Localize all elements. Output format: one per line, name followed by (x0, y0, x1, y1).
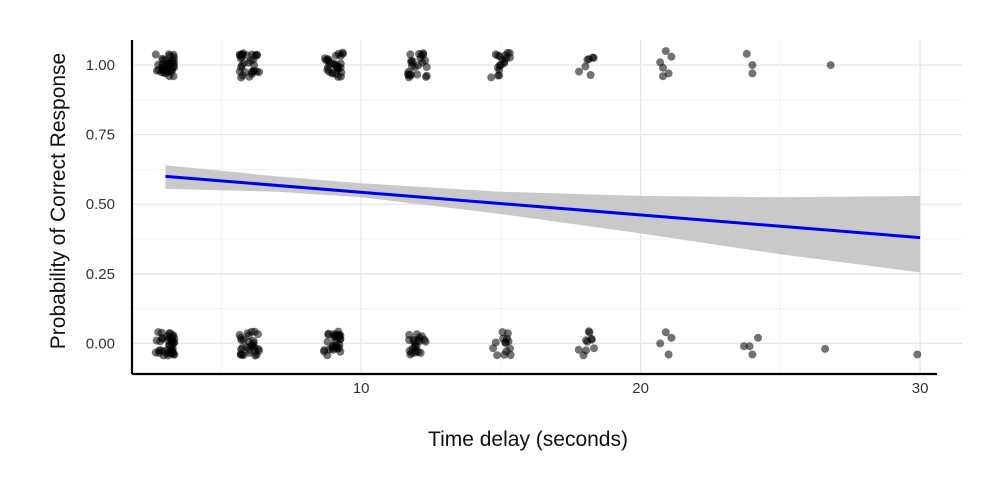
data-point (250, 327, 259, 336)
data-point (161, 56, 170, 65)
data-point (491, 338, 500, 347)
data-point (413, 70, 422, 79)
axes (130, 40, 937, 376)
data-point (493, 51, 502, 60)
data-point (249, 55, 258, 64)
data-point (245, 72, 254, 81)
data-point (405, 330, 414, 339)
data-point (583, 55, 592, 64)
data-point (661, 47, 670, 56)
data-point (406, 71, 415, 80)
data-point (661, 328, 670, 337)
y-axis-title: Probability of Correct Response (47, 53, 70, 349)
y-tick-label: 0.75 (86, 127, 115, 144)
tick-labels: 0.00 0.25 0.50 0.75 1.00 10 20 30 (86, 57, 929, 397)
data-point (826, 61, 835, 70)
data-point (243, 329, 252, 338)
data-point (913, 350, 922, 359)
data-point (821, 344, 830, 353)
data-point (235, 331, 244, 339)
data-point (498, 328, 507, 337)
data-point (590, 344, 598, 353)
data-point (156, 337, 165, 346)
data-point (419, 49, 428, 58)
points-layer (151, 47, 922, 360)
data-point (156, 346, 165, 355)
data-point (158, 63, 167, 72)
data-point (242, 343, 251, 352)
data-point (574, 345, 583, 354)
data-point (495, 61, 504, 70)
data-point (499, 334, 508, 343)
y-tick-label: 0.00 (86, 335, 115, 352)
data-point (659, 63, 667, 72)
data-point (667, 52, 676, 61)
confidence-band (165, 165, 921, 273)
data-point (579, 351, 588, 360)
data-point (742, 49, 751, 58)
data-point (586, 71, 595, 79)
data-point (505, 49, 514, 58)
data-point (238, 350, 246, 359)
data-point (255, 346, 263, 355)
data-point (416, 348, 425, 357)
data-point (581, 62, 590, 71)
data-point (493, 351, 502, 360)
data-point (332, 62, 341, 71)
confidence-band-layer (165, 165, 921, 273)
data-point (408, 57, 417, 66)
y-tick-label: 0.25 (86, 266, 115, 283)
data-point (166, 329, 174, 338)
data-point (170, 350, 179, 359)
data-point (500, 350, 509, 359)
data-point (154, 328, 163, 337)
data-point (575, 67, 583, 76)
data-point (151, 50, 160, 59)
data-point (334, 72, 343, 81)
data-point (748, 61, 757, 70)
x-axis-title: Time delay (seconds) (428, 428, 628, 451)
data-point (414, 61, 423, 70)
data-point (585, 328, 594, 337)
x-tick-label: 30 (912, 380, 929, 397)
data-point (656, 339, 665, 348)
data-point (336, 347, 345, 356)
data-point (745, 342, 754, 351)
data-point (422, 63, 431, 71)
data-point (320, 54, 329, 63)
data-point (237, 50, 246, 59)
data-point (405, 346, 414, 355)
data-point (748, 69, 757, 78)
data-point (494, 71, 503, 80)
data-point (422, 71, 431, 80)
data-point (334, 49, 343, 58)
data-point (325, 345, 334, 354)
data-point (664, 350, 673, 359)
data-point (415, 333, 424, 342)
data-point (740, 342, 748, 351)
data-point (659, 72, 667, 81)
data-point (167, 341, 176, 350)
y-tick-label: 0.50 (86, 196, 115, 213)
data-point (252, 67, 261, 76)
data-point (487, 73, 496, 82)
x-tick-label: 20 (632, 380, 649, 397)
data-point (582, 336, 591, 345)
y-tick-label: 1.00 (86, 57, 115, 74)
data-point (331, 338, 340, 347)
fit-line-layer (165, 174, 921, 240)
data-point (748, 350, 757, 359)
data-point (406, 50, 415, 59)
data-point (325, 67, 334, 76)
data-point (164, 50, 173, 59)
x-tick-label: 10 (353, 380, 370, 397)
data-point (754, 333, 762, 342)
fit-line (165, 174, 921, 240)
data-point (667, 333, 676, 342)
